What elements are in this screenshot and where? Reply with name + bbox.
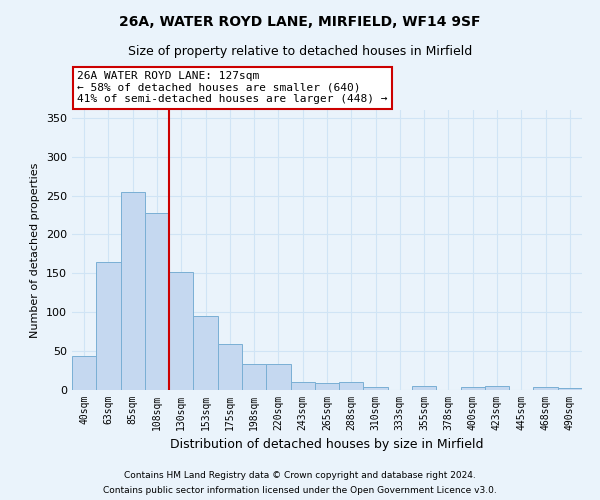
Bar [290,382,315,390]
Bar [169,272,193,390]
Bar [266,364,290,390]
X-axis label: Distribution of detached houses by size in Mirfield: Distribution of detached houses by size … [170,438,484,452]
Bar [558,388,582,390]
Bar [218,344,242,390]
Bar [315,383,339,390]
Bar [412,386,436,390]
Bar [96,262,121,390]
Bar [242,364,266,390]
Text: Contains public sector information licensed under the Open Government Licence v3: Contains public sector information licen… [103,486,497,495]
Bar [193,316,218,390]
Bar [461,387,485,390]
Text: 26A, WATER ROYD LANE, MIRFIELD, WF14 9SF: 26A, WATER ROYD LANE, MIRFIELD, WF14 9SF [119,15,481,29]
Bar [364,387,388,390]
Bar [145,212,169,390]
Text: Size of property relative to detached houses in Mirfield: Size of property relative to detached ho… [128,45,472,58]
Y-axis label: Number of detached properties: Number of detached properties [31,162,40,338]
Bar [72,356,96,390]
Bar [121,192,145,390]
Text: Contains HM Land Registry data © Crown copyright and database right 2024.: Contains HM Land Registry data © Crown c… [124,471,476,480]
Bar [485,386,509,390]
Bar [339,382,364,390]
Text: 26A WATER ROYD LANE: 127sqm
← 58% of detached houses are smaller (640)
41% of se: 26A WATER ROYD LANE: 127sqm ← 58% of det… [77,71,388,104]
Bar [533,387,558,390]
